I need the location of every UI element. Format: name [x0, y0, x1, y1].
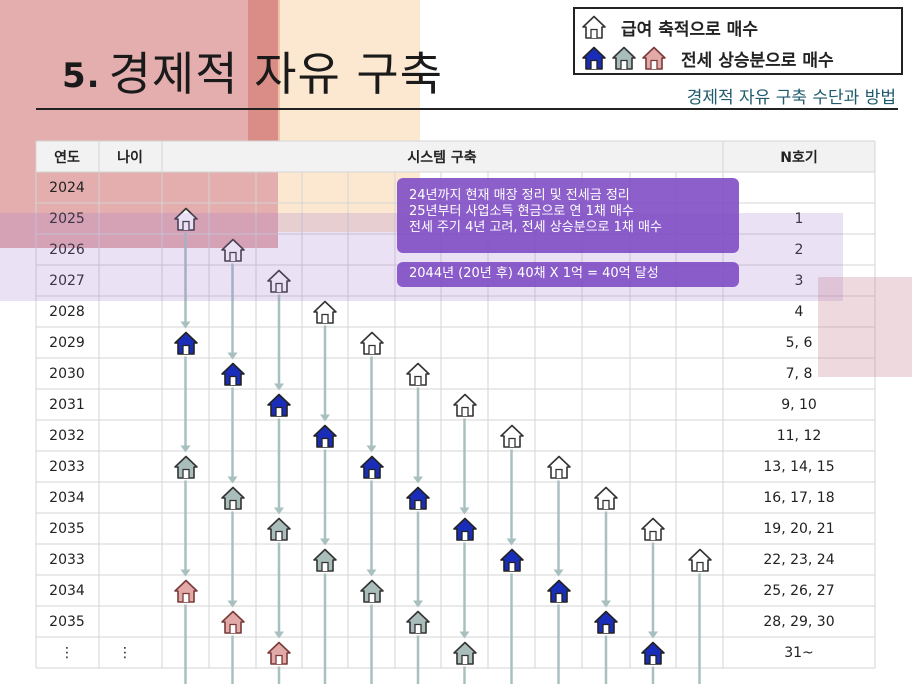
house-blue-icon	[581, 45, 607, 71]
cell-count: 22, 23, 24	[763, 551, 835, 568]
cell-year: 2025	[49, 210, 85, 227]
cell-year: 2031	[49, 396, 85, 413]
house-pink-icon	[173, 578, 199, 604]
cell-year: 2033	[49, 551, 85, 568]
header-year: 연도	[54, 149, 80, 166]
house-gray-icon	[405, 609, 431, 635]
legend-salary-label: 급여 축적으로 매수	[621, 19, 758, 40]
cell-year: 2034	[49, 489, 85, 506]
house-blue-icon	[220, 361, 246, 387]
house-pink-icon	[641, 45, 667, 71]
house-blue-icon	[593, 609, 619, 635]
cell-year: 2024	[49, 179, 85, 196]
plan-note-line-1: 24년까지 현재 매장 정리 및 전세금 정리	[409, 188, 630, 203]
house-outline-icon	[173, 206, 199, 232]
cell-year: 2035	[49, 613, 85, 630]
cell-count: 2	[794, 241, 804, 258]
house-pink-icon	[220, 609, 246, 635]
cell-year: 2029	[49, 334, 85, 351]
house-gray-icon	[266, 516, 292, 542]
house-blue-icon	[266, 392, 292, 418]
house-outline-icon	[499, 423, 525, 449]
cell-count: 31~	[784, 644, 814, 661]
house-blue-icon	[405, 485, 431, 511]
house-blue-icon	[173, 330, 199, 356]
house-outline-icon	[640, 516, 666, 542]
slide-number: 5.	[62, 56, 101, 96]
goal-note: 2044년 (20년 후) 40채 X 1억 = 40억 달성	[397, 262, 739, 287]
cell-count: 7, 8	[785, 365, 813, 382]
cell-year: 2030	[49, 365, 85, 382]
house-blue-icon	[640, 640, 666, 666]
cell-count: 13, 14, 15	[763, 458, 835, 475]
cell-year: 2027	[49, 272, 85, 289]
header-age: 나이	[117, 149, 143, 166]
cell-count: 16, 17, 18	[763, 489, 835, 506]
house-outline-icon	[220, 237, 246, 263]
cell-year: ⋮	[60, 644, 74, 661]
house-gray-icon	[220, 485, 246, 511]
cell-year: 2033	[49, 458, 85, 475]
slide-title-text: 경제적 자유 구축	[108, 47, 444, 101]
legend-row-salary: 급여 축적으로 매수	[581, 14, 758, 40]
plan-note-line-2: 25년부터 사업소득 현금으로 연 1채 매수	[409, 204, 634, 219]
cell-year: 2028	[49, 303, 85, 320]
cell-count: 19, 20, 21	[763, 520, 835, 537]
cell-count: 1	[794, 210, 804, 227]
house-pink-icon	[266, 640, 292, 666]
cell-count: 3	[794, 272, 804, 289]
house-gray-icon	[173, 454, 199, 480]
page-subtitle: 경제적 자유 구축 수단과 방법	[686, 88, 896, 108]
house-outline-icon	[359, 330, 385, 356]
legend-row-jeonse: 전세 상승분으로 매수	[581, 45, 834, 71]
house-outline-icon	[593, 485, 619, 511]
plan-note-line-3: 전세 주기 4년 고려, 전세 상승분으로 1채 매수	[409, 220, 662, 235]
cell-count: 9, 10	[781, 396, 817, 413]
cell-count: 11, 12	[776, 427, 822, 444]
house-gray-icon	[359, 578, 385, 604]
cell-count: 28, 29, 30	[763, 613, 835, 630]
house-outline-icon	[546, 454, 572, 480]
house-gray-icon	[611, 45, 637, 71]
house-gray-icon	[312, 547, 338, 573]
header-system: 시스템 구축	[407, 149, 477, 166]
page-title: 5. 경제적 자유 구축	[62, 44, 443, 106]
cell-year: 2026	[49, 241, 85, 258]
house-blue-icon	[546, 578, 572, 604]
house-blue-icon	[312, 423, 338, 449]
house-outline-icon	[452, 392, 478, 418]
cell-age: ⋮	[118, 644, 132, 661]
legend-jeonse-label: 전세 상승분으로 매수	[681, 50, 834, 71]
house-outline-icon	[266, 268, 292, 294]
house-outline-icon	[405, 361, 431, 387]
house-outline-icon	[581, 14, 607, 40]
house-blue-icon	[359, 454, 385, 480]
plan-note: 24년까지 현재 매장 정리 및 전세금 정리 25년부터 사업소득 현금으로 …	[397, 178, 739, 253]
house-blue-icon	[452, 516, 478, 542]
house-blue-icon	[499, 547, 525, 573]
legend-box: 급여 축적으로 매수 전세 상승분으로 매수	[573, 7, 903, 75]
cell-year: 2034	[49, 582, 85, 599]
header-count: N호기	[780, 149, 818, 166]
house-outline-icon	[687, 547, 713, 573]
cell-count: 5, 6	[785, 334, 813, 351]
title-underline	[36, 108, 898, 110]
cell-year: 2035	[49, 520, 85, 537]
cell-year: 2032	[49, 427, 85, 444]
house-outline-icon	[312, 299, 338, 325]
house-gray-icon	[452, 640, 478, 666]
cell-count: 4	[794, 303, 804, 320]
cell-count: 25, 26, 27	[763, 582, 835, 599]
